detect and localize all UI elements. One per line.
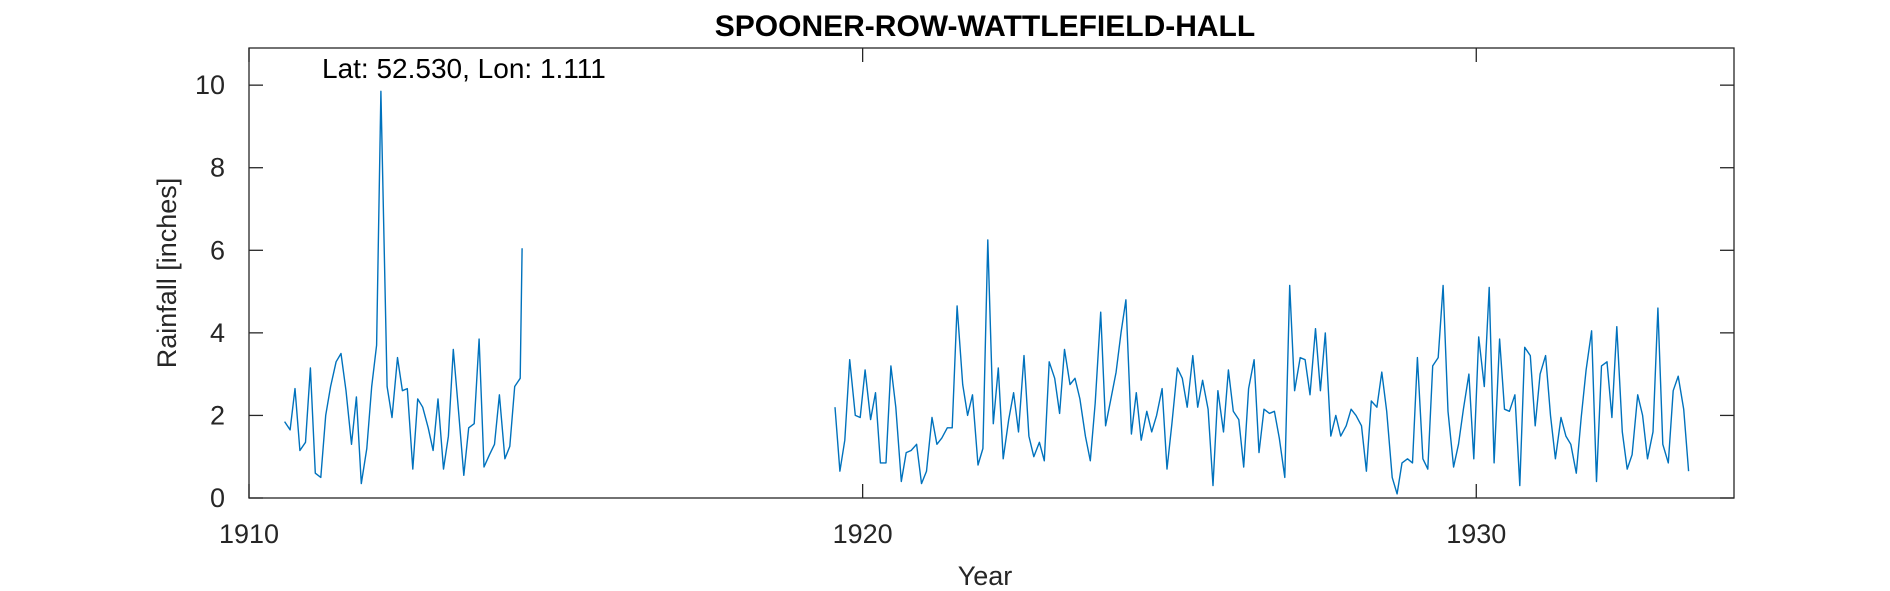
y-tick-label: 10 (195, 70, 225, 100)
lat-lon-annotation: Lat: 52.530, Lon: 1.111 (322, 53, 606, 84)
series-group (284, 90, 1690, 495)
x-tick-label: 1920 (833, 519, 893, 549)
y-tick-label: 2 (210, 400, 225, 430)
chart-title: SPOONER-ROW-WATTLEFIELD-HALL (715, 10, 1255, 43)
y-tick-label: 0 (210, 483, 225, 513)
y-tick-label: 8 (210, 153, 225, 183)
x-axis-ticks: 1910 1920 1930 (219, 48, 1506, 549)
plot-area-box (248, 47, 1735, 499)
rainfall-series-line (284, 90, 523, 485)
y-tick-label: 4 (210, 318, 225, 348)
rainfall-series-line (834, 239, 1690, 495)
y-axis-label: Rainfall [inches] (152, 178, 182, 369)
y-axis-ticks: 0 2 4 6 8 10 (195, 70, 1734, 513)
y-tick-label: 6 (210, 235, 225, 265)
x-axis-label: Year (958, 561, 1013, 591)
x-tick-label: 1930 (1446, 519, 1506, 549)
x-tick-label: 1910 (219, 519, 279, 549)
